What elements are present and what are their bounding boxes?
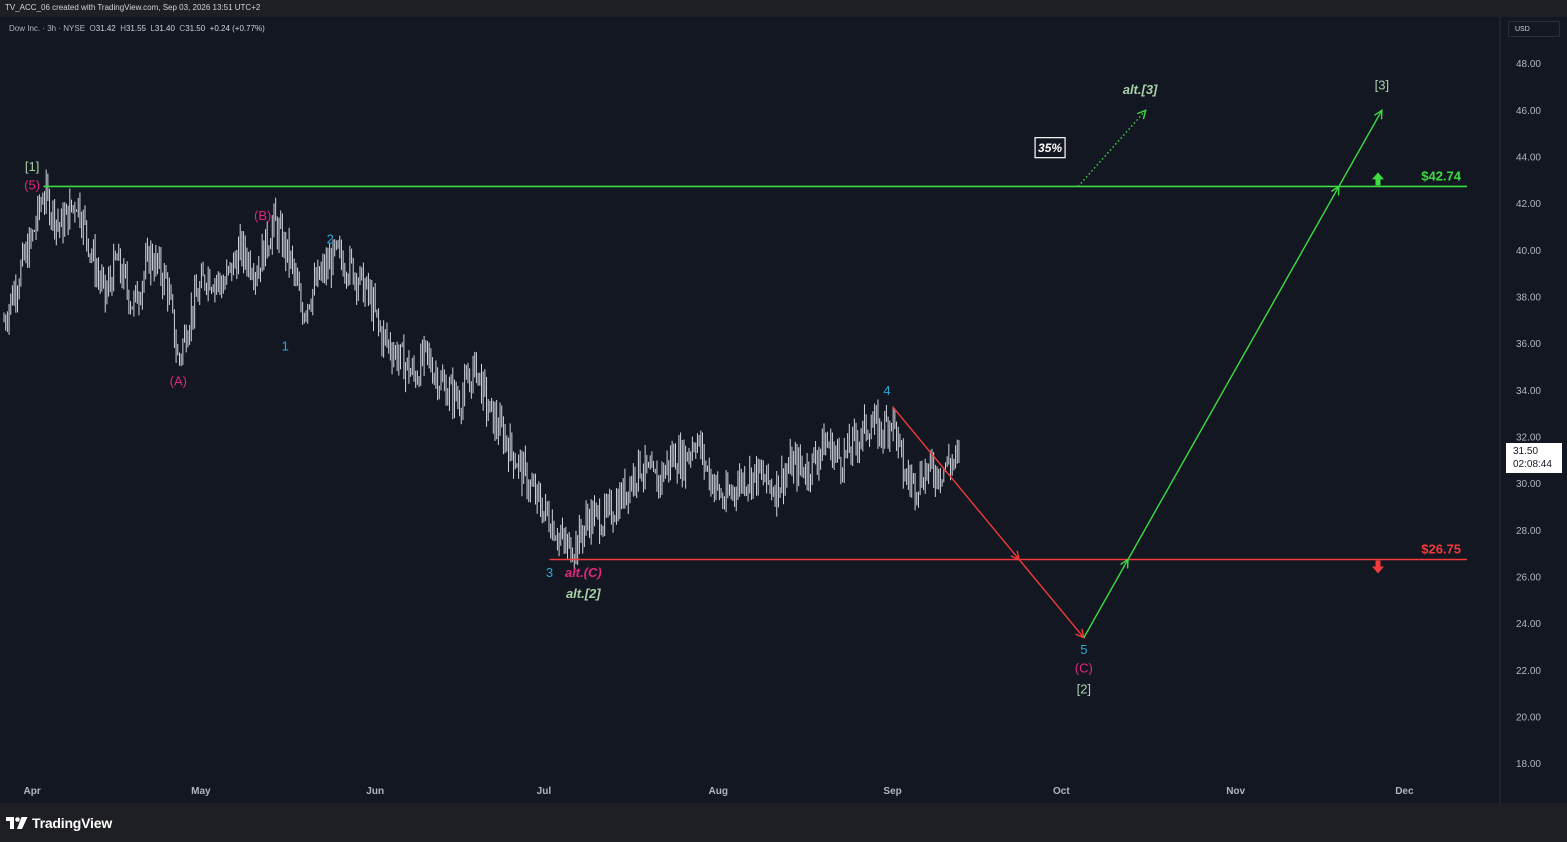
y-tick-label: 46.00 [1516, 106, 1541, 117]
wave-label: alt.[3] [1123, 82, 1158, 97]
high-label: H [120, 24, 126, 33]
bar-countdown: 02:08:44 [1513, 459, 1552, 470]
arrowhead [1137, 109, 1147, 120]
arrowhead [1331, 185, 1340, 196]
tradingview-logo[interactable]: TradingView [6, 815, 112, 831]
tradingview-logo-icon [6, 817, 28, 829]
x-tick-label: May [191, 786, 211, 797]
x-tick-label: Apr [24, 786, 41, 797]
change-value: +0.24 (+0.77%) [209, 24, 265, 33]
arrowhead [1120, 558, 1129, 569]
close-value: 31.50 [185, 24, 206, 33]
low-value: 31.40 [154, 24, 175, 33]
probability-box [1034, 137, 1066, 159]
stop-down-arrow-icon [1372, 560, 1384, 574]
brand-name: TradingView [32, 815, 113, 831]
y-tick-label: 34.00 [1516, 386, 1541, 397]
symbol-legend: Dow Inc. · 3h · NYSE O31.42 H31.55 L31.4… [9, 24, 265, 33]
wave-label: alt.[2] [566, 586, 601, 601]
low-label: L [150, 24, 155, 33]
y-tick-label: 36.00 [1516, 339, 1541, 350]
export-caption: TV_ACC_06 created with TradingView.com, … [5, 3, 261, 12]
wave-label: 4 [883, 383, 890, 398]
x-tick-label: Jun [366, 786, 384, 797]
x-tick-label: Jul [537, 786, 552, 797]
price-chart[interactable]: 48.00 46.00 44.00 42.00 40.00 38.00 36.00 34.00… [0, 17, 1567, 803]
y-tick-label: 18.00 [1516, 759, 1541, 770]
current-price-tag: 31.50 02:08:44 [1506, 443, 1562, 473]
wave-label: 1 [282, 339, 289, 354]
probability-label: 35% [1038, 141, 1062, 155]
wave-label: (A) [170, 374, 187, 389]
y-tick-label: 44.00 [1516, 153, 1541, 164]
y-tick-label: 38.00 [1516, 293, 1541, 304]
wave-label: 2 [327, 231, 334, 246]
wave-label: [2] [1077, 682, 1091, 697]
projection-line [1083, 109, 1383, 639]
wave-label: 3 [546, 565, 553, 580]
x-tick-label: Aug [709, 786, 728, 797]
wave-label: 5 [1080, 642, 1087, 657]
y-tick-label: 22.00 [1516, 666, 1541, 677]
high-value: 31.55 [125, 24, 147, 33]
y-tick-label: 20.00 [1516, 713, 1541, 724]
wave-label: (B) [254, 208, 271, 223]
projection-line [892, 406, 1085, 639]
wave-label: [3] [1375, 77, 1389, 92]
arrowhead [1075, 628, 1085, 639]
wave-label: (C) [1075, 661, 1093, 676]
y-tick-label: 26.00 [1516, 573, 1541, 584]
target-up-arrow-icon [1372, 172, 1384, 186]
arrowhead [1374, 108, 1383, 120]
open-value: 31.42 [95, 24, 116, 33]
x-tick-label: Nov [1226, 786, 1245, 797]
export-caption-bar: TV_ACC_06 created with TradingView.com, … [0, 0, 1567, 17]
wave-label: [1] [25, 159, 39, 174]
close-label: C [179, 24, 186, 33]
x-tick-label: Dec [1395, 786, 1414, 797]
wave-label: alt.(C) [565, 565, 602, 580]
current-price: 31.50 [1513, 446, 1539, 457]
y-tick-label: 42.00 [1516, 199, 1541, 210]
y-tick-label: 32.00 [1516, 433, 1541, 444]
x-tick-label: Oct [1053, 786, 1070, 797]
level-price-label: $26.75 [1421, 542, 1461, 557]
candlestick-series [3, 169, 960, 571]
open-label: O [89, 24, 96, 33]
y-tick-label: 40.00 [1516, 246, 1541, 257]
chart-area[interactable]: 48.00 46.00 44.00 42.00 40.00 38.00 36.00 34.00… [0, 17, 1567, 803]
symbol-name: Dow Inc. · 3h · NYSE [9, 24, 86, 33]
y-tick-label: 24.00 [1516, 619, 1541, 630]
y-tick-label: 48.00 [1516, 59, 1541, 70]
footer-bar: TradingView [0, 803, 1567, 842]
wave-label: (5) [24, 178, 40, 193]
level-price-label: $42.74 [1421, 168, 1462, 183]
y-tick-label: 28.00 [1516, 526, 1541, 537]
arrowhead [1010, 550, 1021, 561]
alt-projection-line [1077, 109, 1147, 187]
x-tick-label: Sep [883, 786, 901, 797]
y-tick-label: 30.00 [1516, 479, 1541, 490]
currency-selector[interactable]: USD [1508, 21, 1560, 37]
